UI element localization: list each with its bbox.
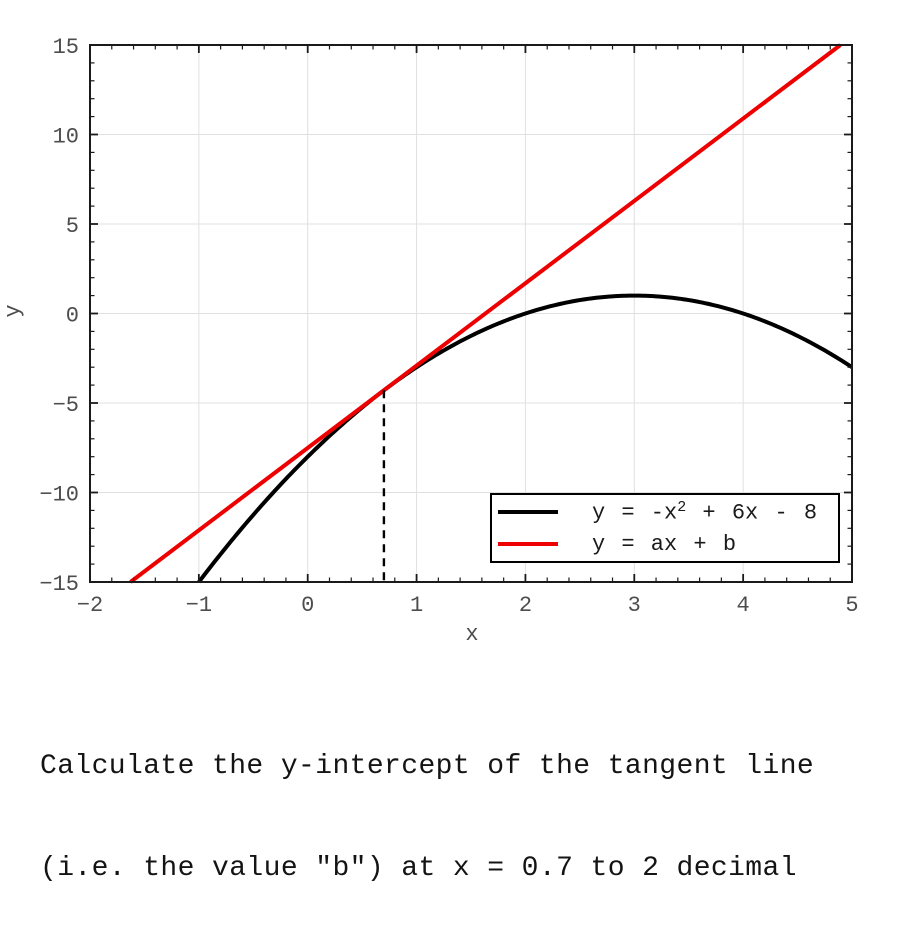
y-tick-label: −10 (39, 483, 79, 508)
tangent-line-curve (129, 43, 842, 584)
legend-label-parabola-rest: + 6x - 8 (686, 500, 818, 526)
legend-entry-tangent: y = ax + b (492, 528, 838, 560)
y-tick-label: −5 (53, 393, 79, 418)
legend-label-parabola: y = -x2 + 6x - 8 (592, 498, 817, 525)
legend: y = -x2 + 6x - 8 y = ax + b (490, 493, 840, 563)
y-tick-label: 5 (66, 214, 79, 239)
x-axis-label: x (465, 622, 479, 647)
legend-line-sample-parabola (498, 510, 558, 514)
legend-label-tangent: y = ax + b (592, 531, 737, 557)
x-tick-label: 4 (737, 593, 750, 618)
x-tick-label: 3 (628, 593, 641, 618)
legend-label-parabola-exponent: 2 (677, 499, 687, 517)
question-line-2: (i.e. the value "b") at x = 0.7 to 2 dec… (40, 853, 797, 884)
y-tick-label: −15 (39, 572, 79, 597)
question-line-1: Calculate the y-intercept of the tangent… (40, 751, 815, 782)
y-axis-label: y (1, 304, 26, 318)
x-tick-label: −1 (186, 593, 212, 618)
x-tick-label: 2 (519, 593, 532, 618)
parabola-curve (197, 293, 854, 584)
x-tick-label: 5 (845, 593, 858, 618)
y-tick-label: 10 (53, 125, 79, 150)
legend-line-sample-tangent (498, 542, 558, 546)
y-tick-label: 15 (53, 35, 79, 60)
legend-entry-parabola: y = -x2 + 6x - 8 (492, 496, 838, 528)
x-tick-label: −2 (77, 593, 103, 618)
question-text: Calculate the y-intercept of the tangent… (40, 682, 814, 930)
x-tick-label: 1 (410, 593, 423, 618)
axis-ticks (89, 44, 853, 583)
y-tick-label: 0 (66, 304, 79, 329)
x-tick-label: 0 (301, 593, 314, 618)
series-curves (129, 43, 854, 584)
legend-label-parabola-base: y = -x (592, 500, 678, 526)
